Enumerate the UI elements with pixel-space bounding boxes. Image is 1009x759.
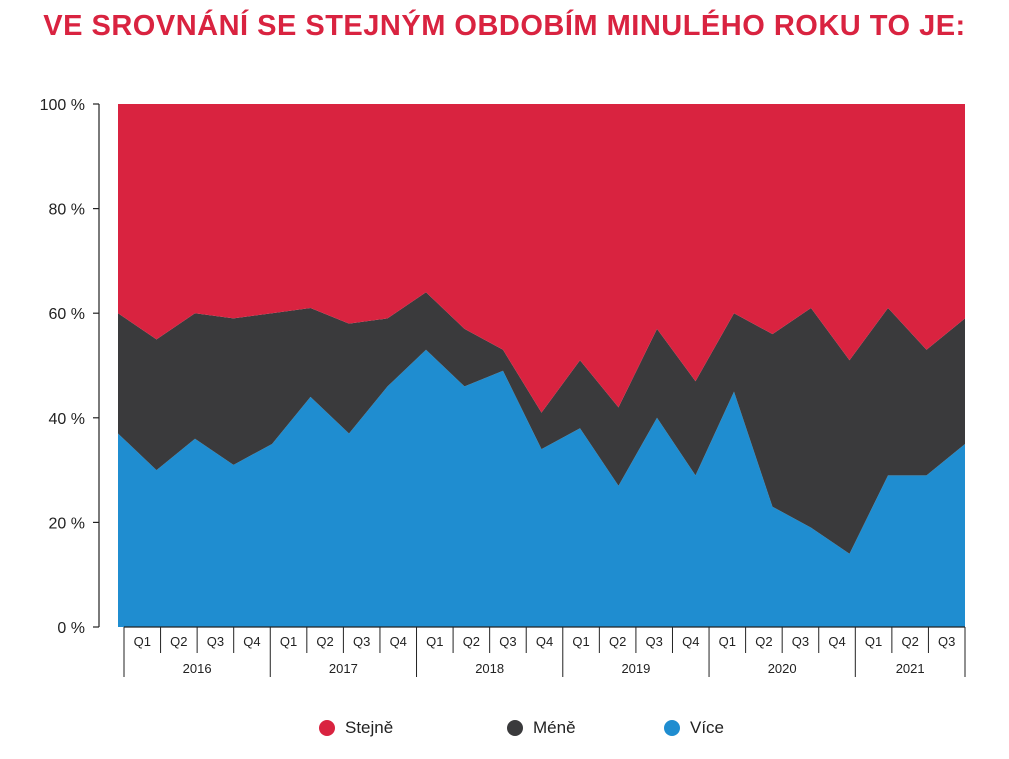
x-tick-label-year: 2019 [621,661,650,676]
x-tick-label-quarter: Q3 [938,634,955,649]
x-tick-label-quarter: Q1 [134,634,151,649]
x-tick-label-quarter: Q3 [646,634,663,649]
x-tick-label-quarter: Q1 [426,634,443,649]
x-tick-label-quarter: Q2 [316,634,333,649]
x-tick-label-year: 2017 [329,661,358,676]
x-tick-label-quarter: Q1 [865,634,882,649]
x-tick-label-year: 2016 [183,661,212,676]
area-series-stejne [118,104,965,413]
x-tick-label-quarter: Q4 [390,634,407,649]
x-tick-label-quarter: Q4 [682,634,699,649]
x-tick-label-year: 2020 [768,661,797,676]
x-tick-label-quarter: Q4 [828,634,845,649]
axes-group: 0 % 20 % 40 % 60 % 80 % 100 % Q1 Q2 Q3 Q4 Q1 Q2 Q3 Q4… [40,97,966,677]
legend-swatch-mene [507,720,523,736]
y-tick-label: 100 % [40,97,85,114]
area-series-group [118,104,965,627]
chart-title: VE SROVNÁNÍ SE STEJNÝM OBDOBÍM MINULÉHO … [43,10,966,42]
legend-label-stejne: Stejně [345,718,394,737]
x-tick-label-quarter: Q1 [572,634,589,649]
legend-item-mene: Méně [507,718,576,738]
legend-label-mene: Méně [533,718,576,737]
legend-item-stejne: Stejně [319,718,393,738]
legend-swatch-stejne [319,720,335,736]
y-tick-label: 40 % [49,411,85,428]
legend-label-vice: Více [690,718,725,737]
x-tick-label-quarter: Q3 [499,634,516,649]
x-tick-label-quarter: Q3 [792,634,809,649]
y-tick-label: 80 % [49,202,85,219]
y-tick-label: 0 % [57,620,85,637]
x-tick-label-quarter: Q1 [280,634,297,649]
x-tick-label-quarter: Q1 [719,634,736,649]
x-tick-label-quarter: Q2 [170,634,187,649]
y-tick-label: 60 % [49,306,85,323]
x-tick-label-quarter: Q3 [353,634,370,649]
x-tick-label-quarter: Q2 [755,634,772,649]
x-tick-label-quarter: Q2 [901,634,918,649]
area-series-vice [118,349,965,627]
x-tick-label-quarter: Q4 [536,634,553,649]
x-tick-label-quarter: Q2 [463,634,480,649]
area-series-mene [118,292,965,554]
legend-swatch-vice [664,720,680,736]
x-tick-label-quarter: Q2 [609,634,626,649]
x-tick-label-quarter: Q3 [207,634,224,649]
legend-item-vice: Více [664,718,724,738]
legend: Stejně Méně Více [0,718,1009,746]
x-tick-label-quarter: Q4 [243,634,260,649]
y-tick-label: 20 % [49,515,85,532]
x-tick-label-year: 2021 [896,661,925,676]
x-tick-label-year: 2018 [475,661,504,676]
